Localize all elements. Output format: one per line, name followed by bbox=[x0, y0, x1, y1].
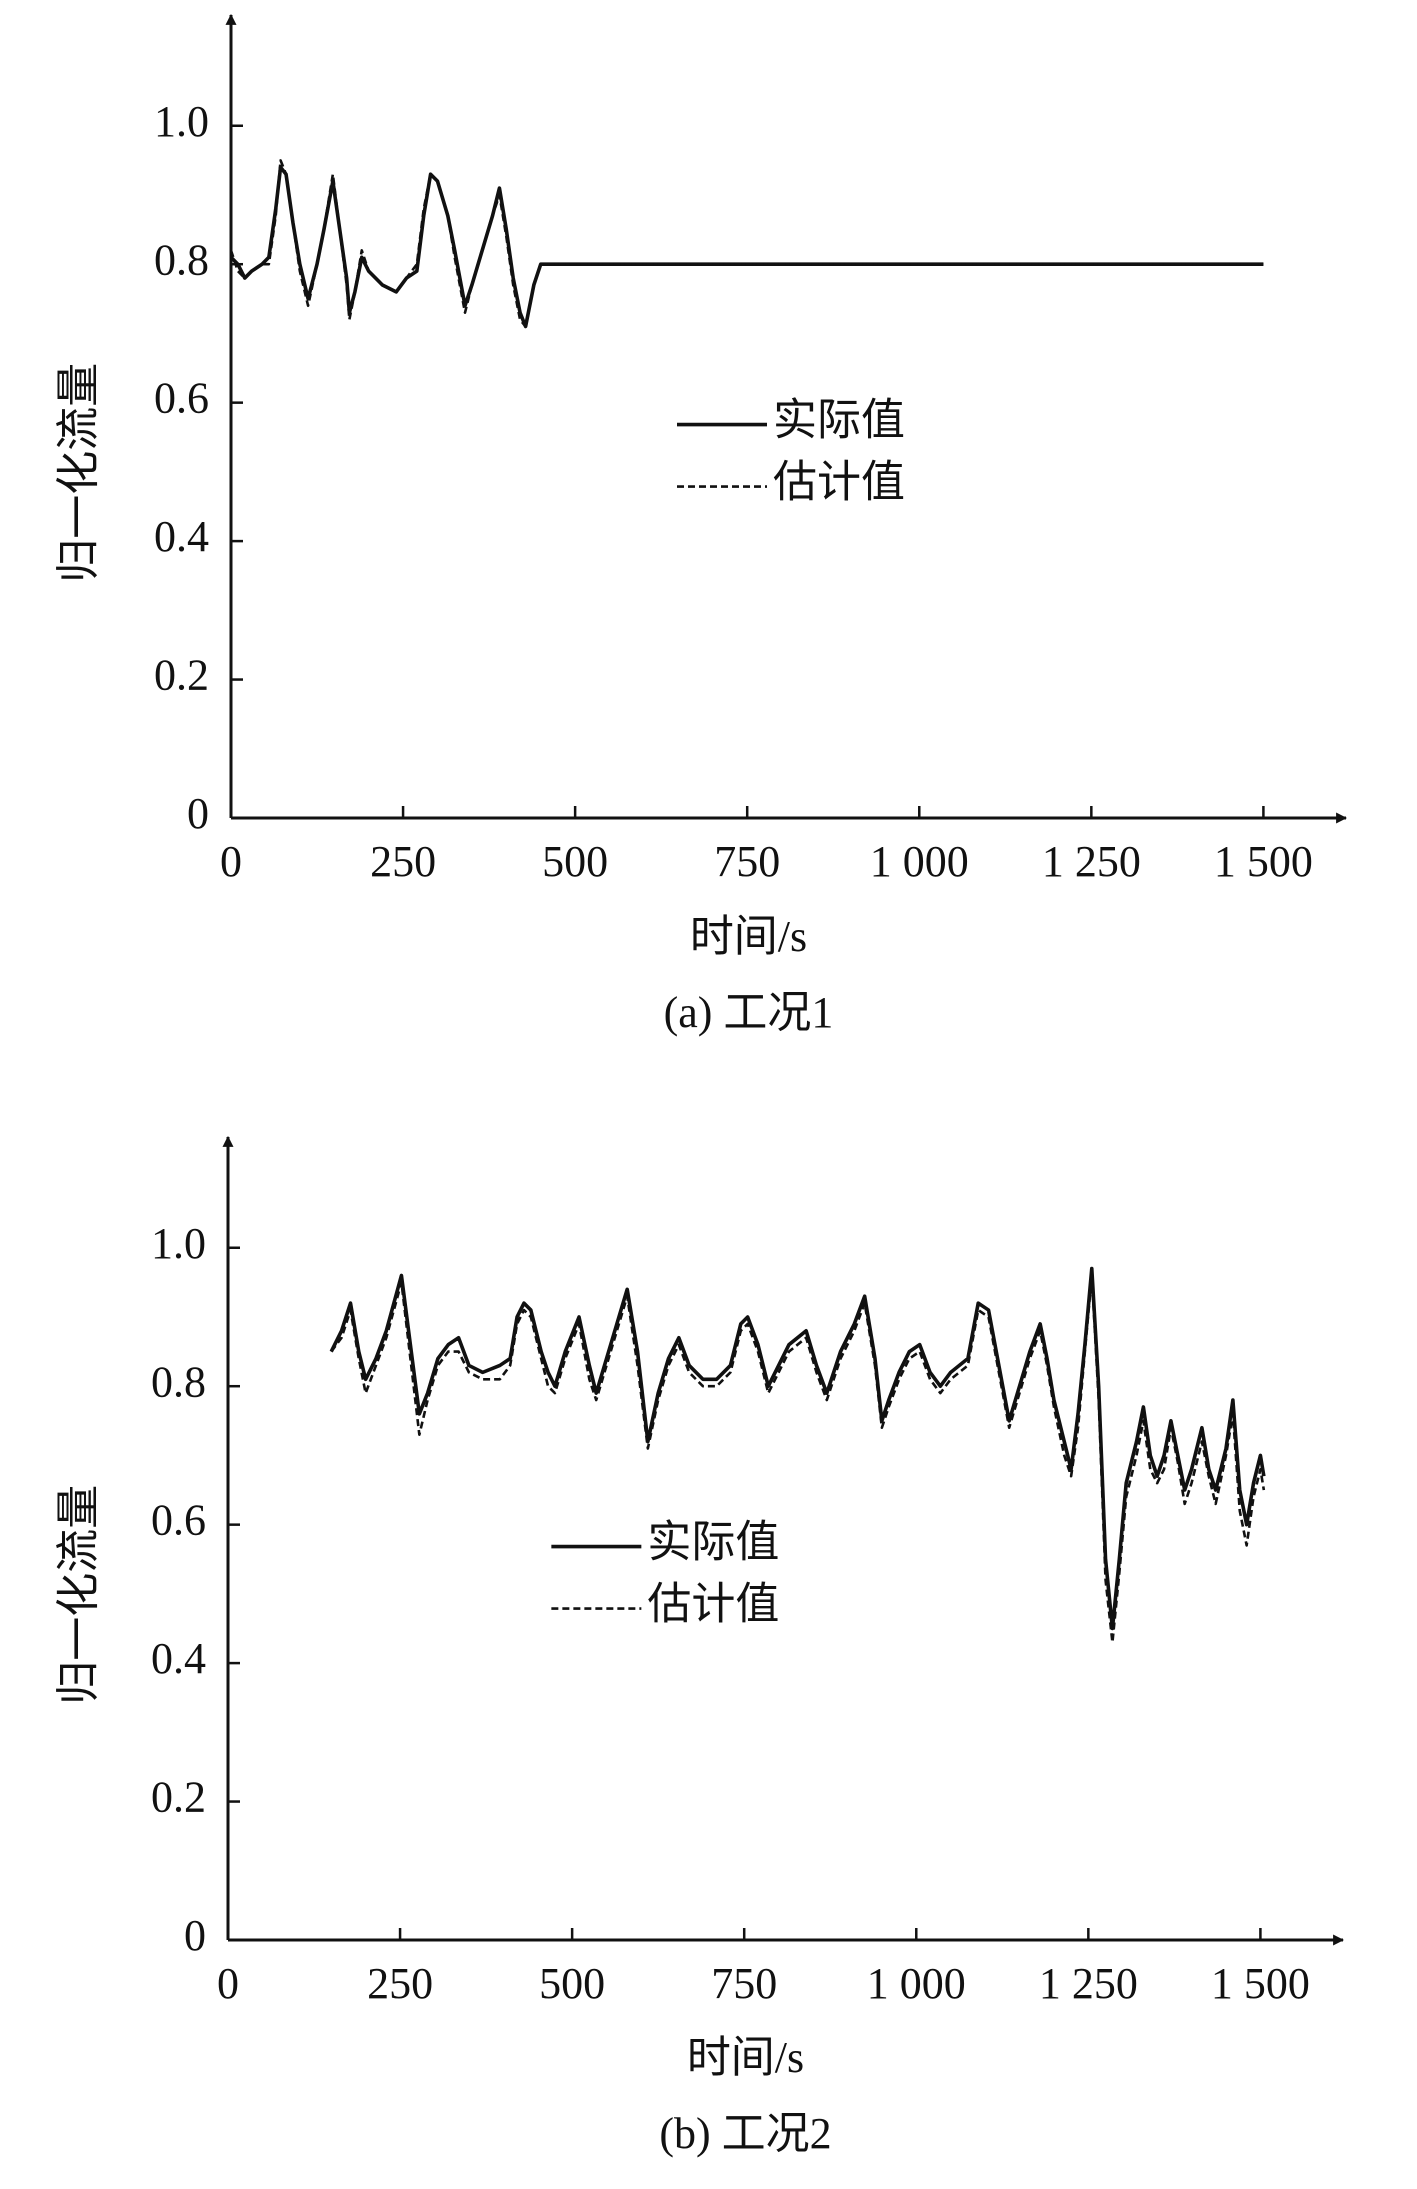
x-tick-label: 250 bbox=[370, 837, 436, 886]
x-tick-label: 500 bbox=[539, 1959, 605, 2008]
y-tick-label: 0.4 bbox=[154, 512, 209, 561]
data-line bbox=[329, 1266, 1266, 1631]
y-tick-label: 0.2 bbox=[154, 651, 209, 700]
x-axis-label: 时间/s bbox=[690, 912, 807, 961]
x-tick-label: 750 bbox=[711, 1959, 777, 2008]
y-tick-label: 0.2 bbox=[151, 1773, 206, 1822]
caption: (a) 工况1 bbox=[664, 988, 834, 1037]
x-tick-label: 1 250 bbox=[1042, 837, 1141, 886]
x-tick-label: 1 000 bbox=[870, 837, 969, 886]
caption: (b) 工况2 bbox=[659, 2109, 831, 2158]
legend-label: 估计值 bbox=[773, 458, 905, 507]
y-tick-label: 0.8 bbox=[154, 235, 209, 284]
x-tick-label: 0 bbox=[217, 1959, 239, 2008]
x-tick-label: 1 250 bbox=[1039, 1959, 1138, 2008]
data-line bbox=[330, 1274, 1266, 1644]
y-tick-label: 0.6 bbox=[154, 374, 209, 423]
x-tick-label: 500 bbox=[542, 837, 608, 886]
x-tick-label: 1 500 bbox=[1214, 837, 1313, 886]
data-line bbox=[229, 159, 1264, 328]
x-tick-label: 0 bbox=[220, 837, 242, 886]
x-tick-label: 250 bbox=[367, 1959, 433, 2008]
y-axis-label: 归一化流量 bbox=[54, 363, 103, 583]
y-tick-label: 0.6 bbox=[151, 1496, 206, 1545]
y-tick-label: 1.0 bbox=[151, 1219, 206, 1268]
data-line bbox=[229, 165, 1264, 329]
y-axis-label: 归一化流量 bbox=[54, 1485, 103, 1705]
y-tick-label: 0.8 bbox=[151, 1357, 206, 1406]
legend-label: 估计值 bbox=[647, 1580, 779, 1629]
y-tick-label: 1.0 bbox=[154, 97, 209, 146]
x-axis-label: 时间/s bbox=[687, 2033, 804, 2082]
y-tick-label: 0 bbox=[184, 1911, 206, 1960]
legend-label: 实际值 bbox=[773, 396, 905, 445]
x-tick-label: 1 000 bbox=[867, 1959, 966, 2008]
y-tick-label: 0 bbox=[187, 789, 209, 838]
y-tick-label: 0.4 bbox=[151, 1634, 206, 1683]
legend-label: 实际值 bbox=[647, 1518, 779, 1567]
x-tick-label: 1 500 bbox=[1211, 1959, 1310, 2008]
x-tick-label: 750 bbox=[714, 837, 780, 886]
